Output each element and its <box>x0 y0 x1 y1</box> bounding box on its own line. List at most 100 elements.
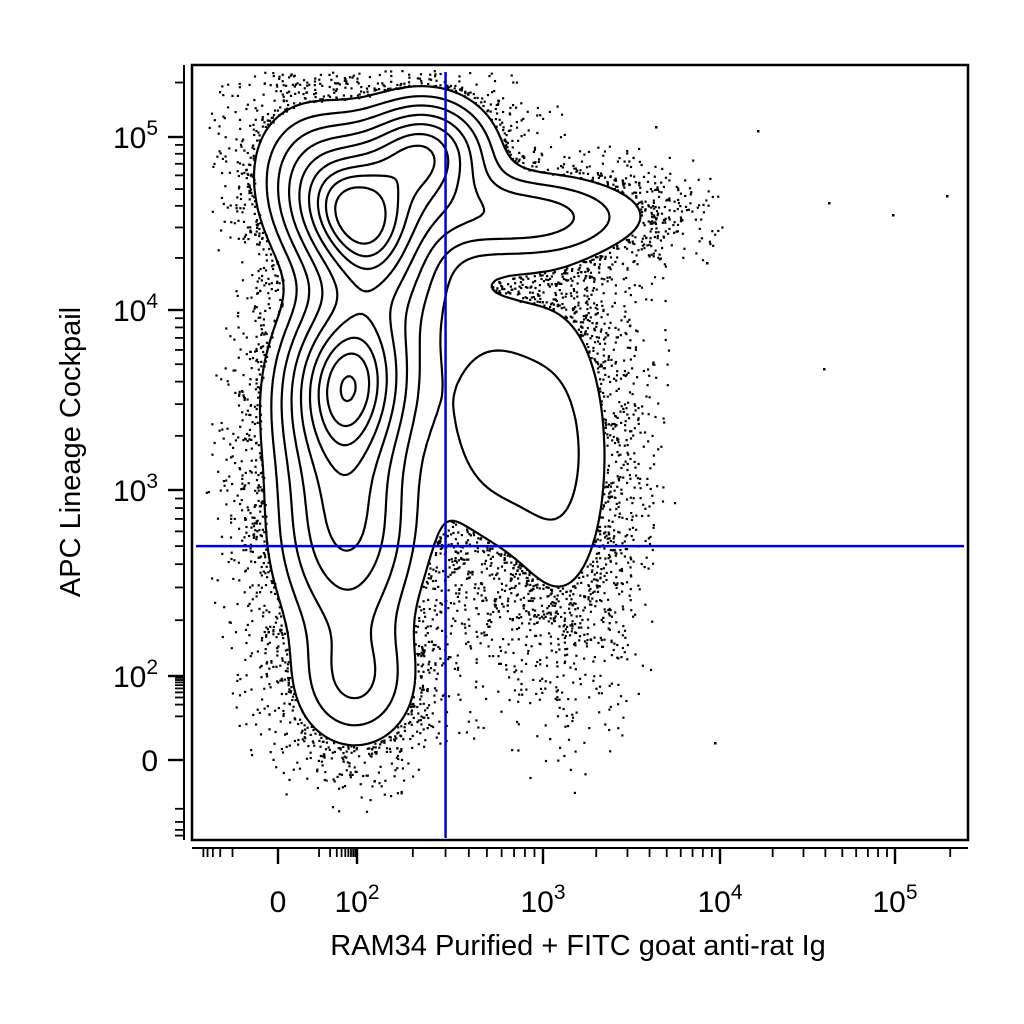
event-dot <box>594 306 597 310</box>
event-dot <box>476 550 479 553</box>
event-dot <box>645 298 648 301</box>
event-dot <box>277 645 280 648</box>
event-dot <box>602 581 605 584</box>
event-dot <box>644 208 647 211</box>
event-dot <box>668 209 671 212</box>
event-dot <box>260 324 263 327</box>
event-dot <box>629 457 632 461</box>
event-dot <box>236 673 239 676</box>
event-dot <box>439 84 442 87</box>
event-dot <box>454 90 458 93</box>
event-dot <box>468 533 471 536</box>
event-dot <box>236 294 239 297</box>
event-dot <box>435 613 438 616</box>
event-dot <box>677 202 680 205</box>
event-dot <box>648 542 652 546</box>
event-dot <box>668 197 671 200</box>
event-dot <box>533 615 536 618</box>
event-dot <box>506 141 510 144</box>
event-dot <box>434 73 437 76</box>
event-dot <box>293 692 296 696</box>
event-dot <box>301 738 304 741</box>
event-dot <box>589 600 592 603</box>
event-dot <box>570 598 573 601</box>
event-dot <box>626 152 629 155</box>
event-dot <box>420 676 423 679</box>
event-dot <box>254 529 257 532</box>
event-dot <box>288 688 291 691</box>
event-dot <box>526 583 529 586</box>
event-dot <box>584 277 587 280</box>
event-dot <box>435 736 438 739</box>
event-dot <box>268 297 271 300</box>
event-dot <box>487 541 490 544</box>
event-dot <box>625 373 628 376</box>
event-dot <box>213 119 216 122</box>
event-dot <box>610 641 613 644</box>
event-dot <box>562 674 565 677</box>
event-dot <box>625 548 629 551</box>
event-dot <box>568 603 571 606</box>
event-dot <box>242 374 245 377</box>
event-dot <box>604 418 607 422</box>
event-dot <box>453 568 456 571</box>
event-dot <box>673 231 676 234</box>
event-dot <box>424 739 427 742</box>
event-dot <box>400 725 403 728</box>
event-dot <box>281 93 284 96</box>
event-dot <box>580 626 583 629</box>
event-dot <box>570 284 573 287</box>
event-dot <box>287 676 290 680</box>
event-dot <box>584 316 588 320</box>
event-dot <box>614 414 617 417</box>
event-dot <box>447 543 450 546</box>
event-dot <box>552 272 555 275</box>
event-dot <box>607 358 610 361</box>
event-dot <box>656 186 659 189</box>
event-dot <box>272 114 276 117</box>
event-dot <box>619 410 622 413</box>
event-dot <box>256 404 259 407</box>
event-dot <box>494 605 497 608</box>
event-dot <box>627 238 630 242</box>
event-dot <box>252 123 255 126</box>
event-dot <box>250 191 253 194</box>
event-dot <box>245 108 248 111</box>
event-dot <box>652 526 655 529</box>
event-dot <box>480 632 483 635</box>
event-dot <box>253 133 256 137</box>
event-dot <box>609 485 613 488</box>
event-dot <box>367 85 371 88</box>
event-dot <box>632 156 635 159</box>
event-dot <box>260 501 263 504</box>
event-dot <box>250 231 253 234</box>
event-dot <box>232 369 235 372</box>
event-dot <box>492 655 495 658</box>
event-dot <box>618 157 621 160</box>
event-dot <box>500 582 503 585</box>
event-dot <box>419 698 422 701</box>
event-dot <box>620 421 623 424</box>
event-dot <box>617 630 620 634</box>
event-dot <box>273 742 276 745</box>
event-dot <box>573 312 576 315</box>
event-dot <box>488 574 491 577</box>
event-dot <box>276 275 279 278</box>
event-dot <box>623 315 626 318</box>
event-dot <box>226 489 229 492</box>
event-dot <box>599 378 602 381</box>
event-dot <box>521 155 524 158</box>
event-dot <box>503 132 506 135</box>
event-dot <box>280 631 283 634</box>
event-dot <box>355 770 358 774</box>
event-dot <box>654 231 658 234</box>
event-dot <box>248 428 252 431</box>
event-dot <box>233 517 236 521</box>
event-dot <box>258 243 261 246</box>
event-dot <box>216 155 219 158</box>
event-dot <box>346 761 349 764</box>
event-dot <box>384 89 387 92</box>
outlier-dot <box>706 262 709 265</box>
event-dot <box>644 603 647 606</box>
event-dot <box>717 229 720 233</box>
